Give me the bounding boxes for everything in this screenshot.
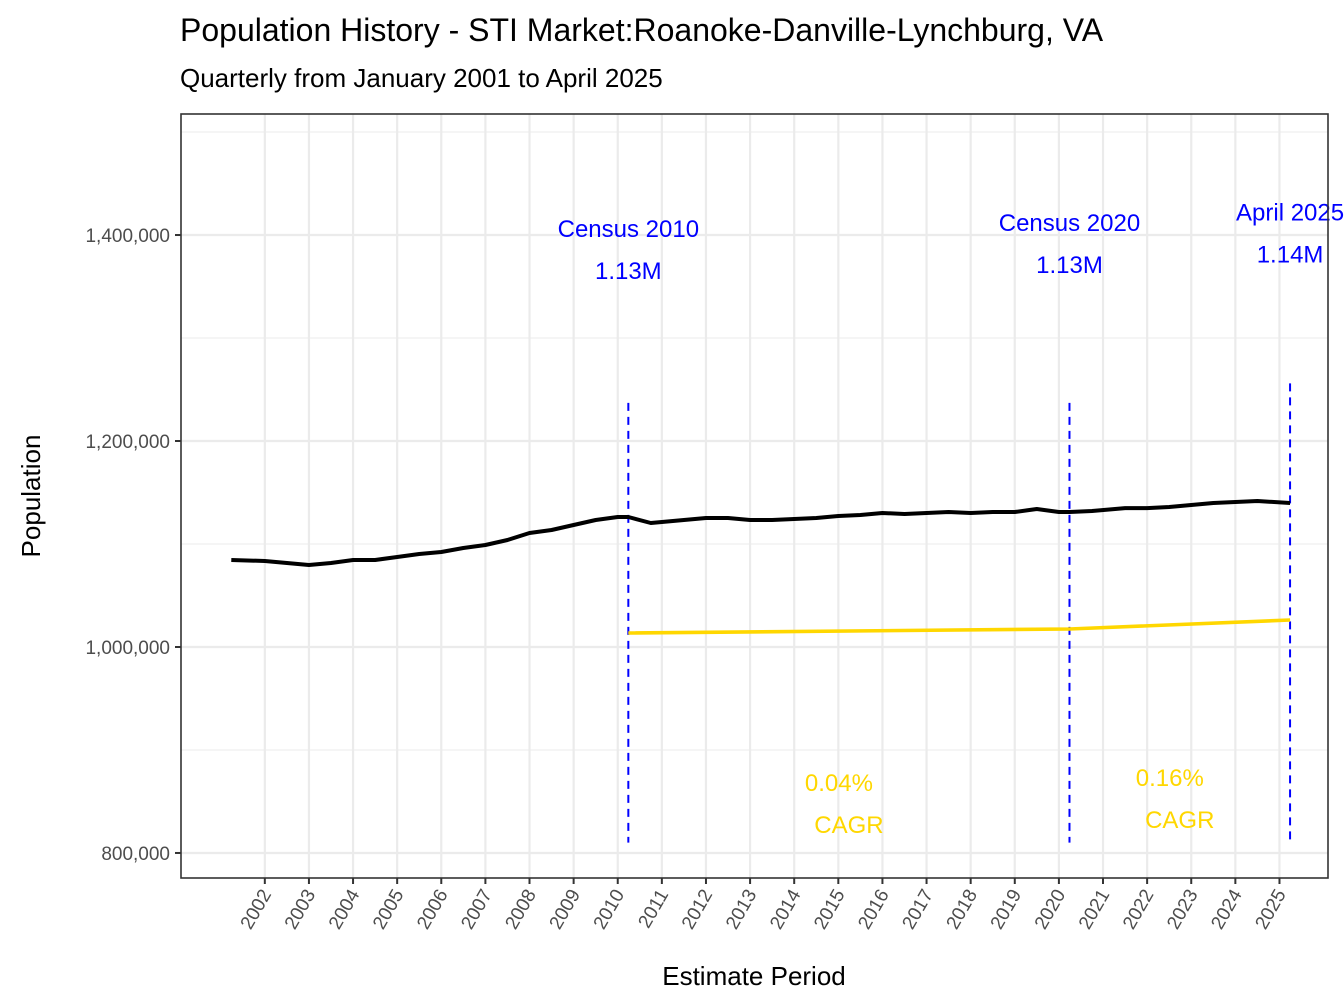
x-tick-label: 2010 (590, 886, 629, 933)
y-tick-label: 1,200,000 (85, 432, 170, 453)
cagr-rate-label: 0.16% (1136, 765, 1204, 792)
y-tick-label: 1,400,000 (85, 226, 170, 247)
x-tick-label: 2006 (413, 886, 452, 933)
annotations: Census 2010 1.13M Census 2020 1.13M April 20… (558, 200, 1344, 840)
y-tick-label: 1,000,000 (85, 638, 170, 659)
y-axis: 800,000 1,000,000 1,200,000 1,400,000 (85, 226, 181, 865)
y-tick-label: 800,000 (101, 844, 170, 865)
x-tick-label: 2017 (899, 886, 938, 933)
plot-panel-border (180, 113, 1329, 879)
x-axis: 2002 2003 2004 2005 2006 2007 2008 2009 2010 2011… (237, 878, 1291, 933)
x-tick-label: 2019 (987, 886, 1026, 933)
x-tick-label: 2007 (457, 886, 496, 933)
x-tick-label: 2018 (943, 886, 982, 933)
annotation-label: Census 2020 (999, 210, 1140, 237)
x-tick-label: 2008 (502, 886, 541, 933)
x-tick-label: 2002 (237, 886, 276, 933)
cagr-text-label: CAGR (1145, 807, 1214, 834)
x-axis-title: Estimate Period (662, 961, 846, 991)
annotation-value: 1.13M (595, 258, 662, 285)
annotation-label: Census 2010 (558, 216, 699, 243)
plot-panel-background (181, 114, 1328, 878)
chart-subtitle: Quarterly from January 2001 to April 202… (180, 63, 663, 93)
minor-gridlines-y (181, 131, 1328, 751)
x-tick-label: 2012 (678, 886, 717, 933)
cagr-text-label: CAGR (814, 812, 883, 839)
population-series-line (231, 499, 1291, 567)
x-tick-label: 2015 (810, 886, 849, 933)
cagr-trend-line (628, 618, 1291, 635)
x-tick-label: 2023 (1163, 886, 1202, 933)
cagr-rate-label: 0.04% (805, 770, 873, 797)
major-gridlines-y (181, 233, 1328, 855)
x-tick-label: 2024 (1207, 886, 1247, 933)
major-gridlines-x (263, 114, 1281, 878)
x-tick-label: 2016 (854, 886, 893, 933)
annotation-value: 1.13M (1036, 252, 1103, 279)
x-tick-label: 2020 (1031, 886, 1070, 933)
census-reference-lines (627, 383, 1292, 843)
x-tick-label: 2005 (369, 886, 408, 933)
x-tick-label: 2013 (722, 886, 761, 933)
x-tick-label: 2011 (635, 886, 674, 932)
series-lines (231, 499, 1291, 635)
x-tick-label: 2009 (546, 886, 585, 933)
x-tick-label: 2021 (1075, 886, 1114, 933)
annotation-value: 1.14M (1257, 242, 1324, 269)
x-tick-label: 2022 (1119, 886, 1158, 933)
chart-title: Population History - STI Market:Roanoke-… (180, 12, 1104, 48)
x-tick-label: 2014 (766, 886, 806, 933)
annotation-label: April 2025 (1236, 200, 1344, 227)
x-tick-label: 2004 (325, 886, 365, 933)
x-tick-label: 2003 (281, 886, 320, 933)
x-tick-label: 2025 (1251, 886, 1290, 933)
y-axis-title: Population (16, 435, 46, 558)
